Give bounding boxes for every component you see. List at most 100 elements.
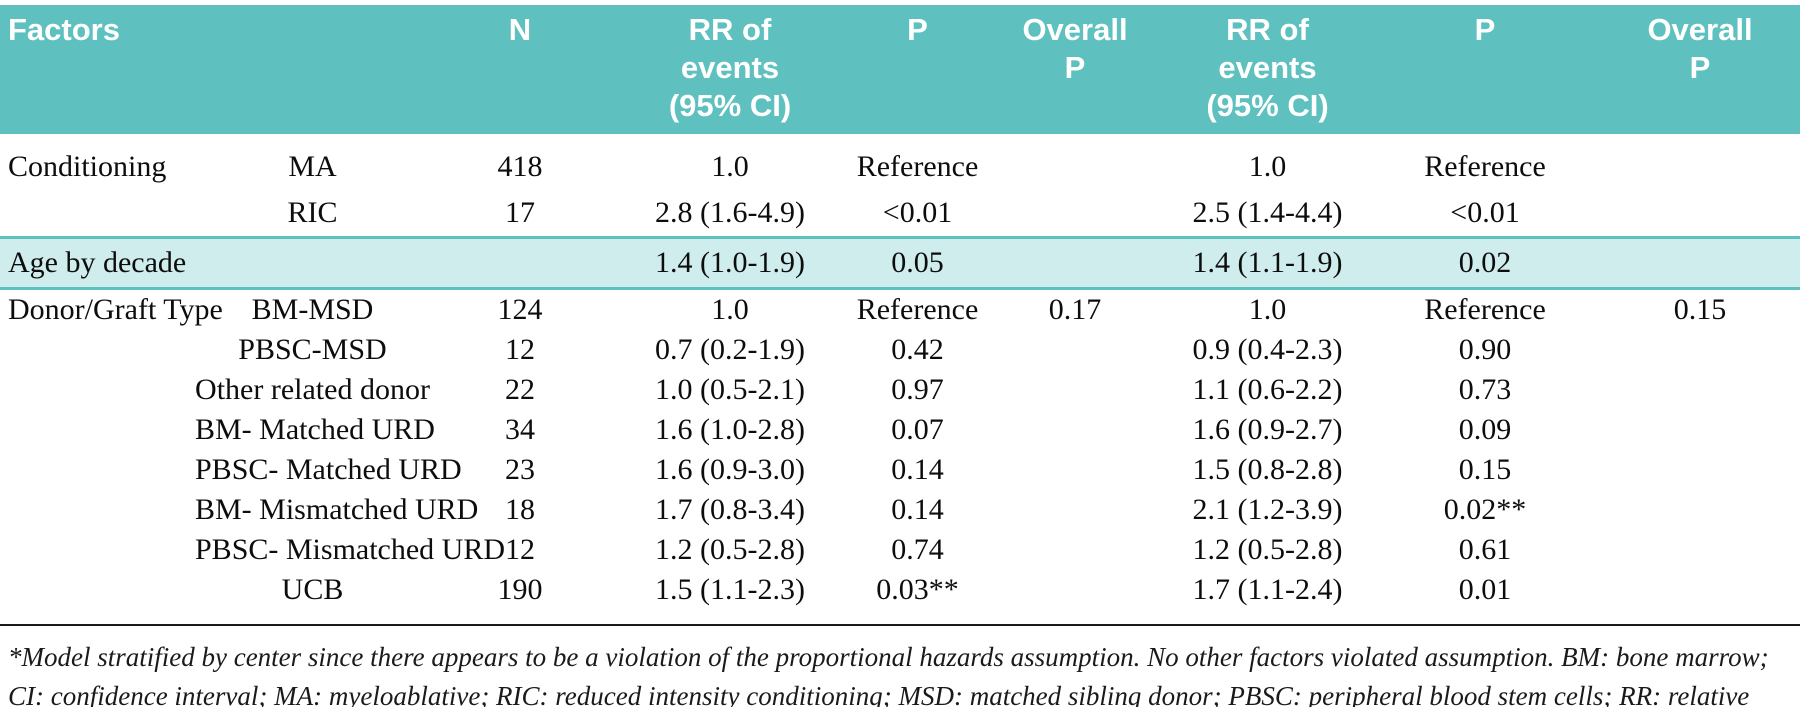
factor-cell: Age by decade [0, 236, 195, 291]
p1-cell: 0.74 [891, 533, 944, 567]
factor-cell [0, 570, 195, 610]
op2-cell [1600, 410, 1800, 450]
category-cell: PBSC- Mismatched URD [195, 533, 506, 567]
op2-cell: 0.15 [1673, 293, 1727, 327]
table-row: BM- Matched URD 34 1.6 (1.0-2.8) 0.07 1.… [0, 410, 1800, 450]
rr1-cell: 1.4 (1.0-1.9) [610, 236, 850, 291]
rr2-cell: 1.4 (1.1-1.9) [1165, 236, 1370, 291]
rr2-cell: 2.5 (1.4-4.4) [1192, 196, 1343, 230]
category-cell: BM-MSD [251, 293, 374, 327]
op2-cell [1600, 330, 1800, 370]
n-cell: 124 [497, 293, 543, 327]
rr1-cell: 2.8 (1.6-4.9) [655, 196, 805, 230]
n-cell: 190 [497, 573, 543, 607]
table-row: RIC 17 2.8 (1.6-4.9) <0.01 2.5 (1.4-4.4)… [0, 190, 1800, 238]
category-cell: PBSC- Matched URD [195, 453, 462, 487]
rr1-cell: 1.6 (0.9-3.0) [655, 453, 805, 487]
op1-cell [985, 330, 1165, 370]
p2-cell: 0.02 [1370, 236, 1600, 291]
p2-cell: 0.15 [1458, 453, 1512, 487]
rr1-cell: 1.2 (0.5-2.8) [655, 533, 805, 567]
n-cell: 22 [505, 373, 535, 407]
n-cell: 12 [505, 333, 535, 367]
p1-cell: 0.07 [891, 413, 944, 447]
table-row: BM- Mismatched URD 18 1.7 (0.8-3.4) 0.14… [0, 490, 1800, 530]
category-cell: PBSC-MSD [238, 333, 387, 367]
table-footnote: *Model stratified by center since there … [8, 642, 1769, 707]
rr1-cell: 0.7 (0.2-1.9) [655, 333, 805, 367]
rr1-cell: 1.7 (0.8-3.4) [655, 493, 805, 527]
rr2-cell: 1.5 (0.8-2.8) [1192, 453, 1343, 487]
rr2-cell: 1.6 (0.9-2.7) [1192, 413, 1343, 447]
n-cell: 34 [505, 413, 535, 447]
op2-cell [1600, 370, 1800, 410]
table-body: Conditioning MA 418 1.0 Reference 1.0 Re… [0, 134, 1800, 610]
table-row: Conditioning MA 418 1.0 Reference 1.0 Re… [0, 134, 1800, 190]
category-cell [195, 236, 430, 291]
op1-cell [985, 410, 1165, 450]
rr1-cell: 1.6 (1.0-2.8) [655, 413, 805, 447]
n-cell: 418 [497, 150, 543, 184]
table-row: Donor/Graft Type BM-MSD 124 1.0 Referenc… [0, 289, 1800, 331]
op1-cell [985, 530, 1165, 570]
op2-cell [1600, 236, 1800, 291]
p1-cell: 0.14 [891, 453, 944, 487]
header-factors: Factors [0, 5, 195, 135]
p1-cell: <0.01 [882, 196, 953, 230]
p2-cell: 0.02** [1443, 493, 1527, 527]
header-row: Factors N RR of events (95% CI) P Overal… [0, 5, 1800, 135]
rr2-cell: 1.0 [1248, 150, 1287, 184]
rr2-cell: 1.1 (0.6-2.2) [1192, 373, 1343, 407]
factor-cell [0, 190, 195, 238]
p2-cell: 0.73 [1458, 373, 1512, 407]
op2-cell [1600, 190, 1800, 238]
n-cell: 18 [505, 493, 535, 527]
table-row: UCB 190 1.5 (1.1-2.3) 0.03** 1.7 (1.1-2.… [0, 570, 1800, 610]
table-row: PBSC- Mismatched URD 12 1.2 (0.5-2.8) 0.… [0, 530, 1800, 570]
table-row: Age by decade 1.4 (1.0-1.9) 0.05 1.4 (1.… [0, 236, 1800, 291]
op2-cell [1600, 490, 1800, 530]
n-cell [430, 236, 610, 291]
n-cell: 12 [505, 533, 535, 567]
category-cell: Other related donor [195, 373, 430, 407]
p1-cell: Reference [856, 293, 979, 327]
category-cell: BM- Mismatched URD [195, 493, 479, 527]
factor-cell: Conditioning [8, 150, 167, 184]
header-rr-events-2: RR of events (95% CI) [1165, 5, 1370, 135]
p2-cell: 0.01 [1458, 573, 1512, 607]
rr2-cell: 2.1 (1.2-3.9) [1192, 493, 1343, 527]
p1-cell: 0.05 [850, 236, 985, 291]
rr1-cell: 1.0 [711, 293, 749, 327]
op1-cell [985, 490, 1165, 530]
rr1-cell: 1.0 (0.5-2.1) [655, 373, 805, 407]
header-category [195, 5, 430, 135]
op1-cell [985, 370, 1165, 410]
hazards-regression-table: Factors N RR of events (95% CI) P Overal… [0, 5, 1800, 610]
rr1-cell: 1.5 (1.1-2.3) [655, 573, 805, 607]
p2-cell: Reference [1424, 293, 1546, 327]
p1-cell: Reference [856, 150, 979, 184]
category-cell: RIC [287, 196, 338, 230]
rr2-cell: 1.2 (0.5-2.8) [1192, 533, 1343, 567]
rr1-cell: 1.0 [711, 150, 749, 184]
op1-cell [985, 570, 1165, 610]
category-cell: UCB [281, 573, 344, 607]
header-overall-p-1: Overall P [985, 5, 1165, 135]
table-row: PBSC-MSD 12 0.7 (0.2-1.9) 0.42 0.9 (0.4-… [0, 330, 1800, 370]
header-p-2: P [1370, 5, 1600, 135]
p1-cell: 0.14 [891, 493, 944, 527]
op2-cell [1600, 450, 1800, 490]
rr2-cell: 0.9 (0.4-2.3) [1192, 333, 1343, 367]
header-n: N [430, 5, 610, 135]
op1-cell [985, 236, 1165, 291]
header-overall-p-2: Overall P [1600, 5, 1800, 135]
factor-cell [0, 530, 195, 570]
rr2-cell: 1.7 (1.1-2.4) [1192, 573, 1343, 607]
p2-cell: 0.90 [1458, 333, 1512, 367]
op2-cell [1600, 570, 1800, 610]
rr2-cell: 1.0 [1248, 293, 1287, 327]
p1-cell: 0.03** [876, 573, 959, 607]
factor-cell [0, 490, 195, 530]
op2-cell [1600, 134, 1800, 190]
